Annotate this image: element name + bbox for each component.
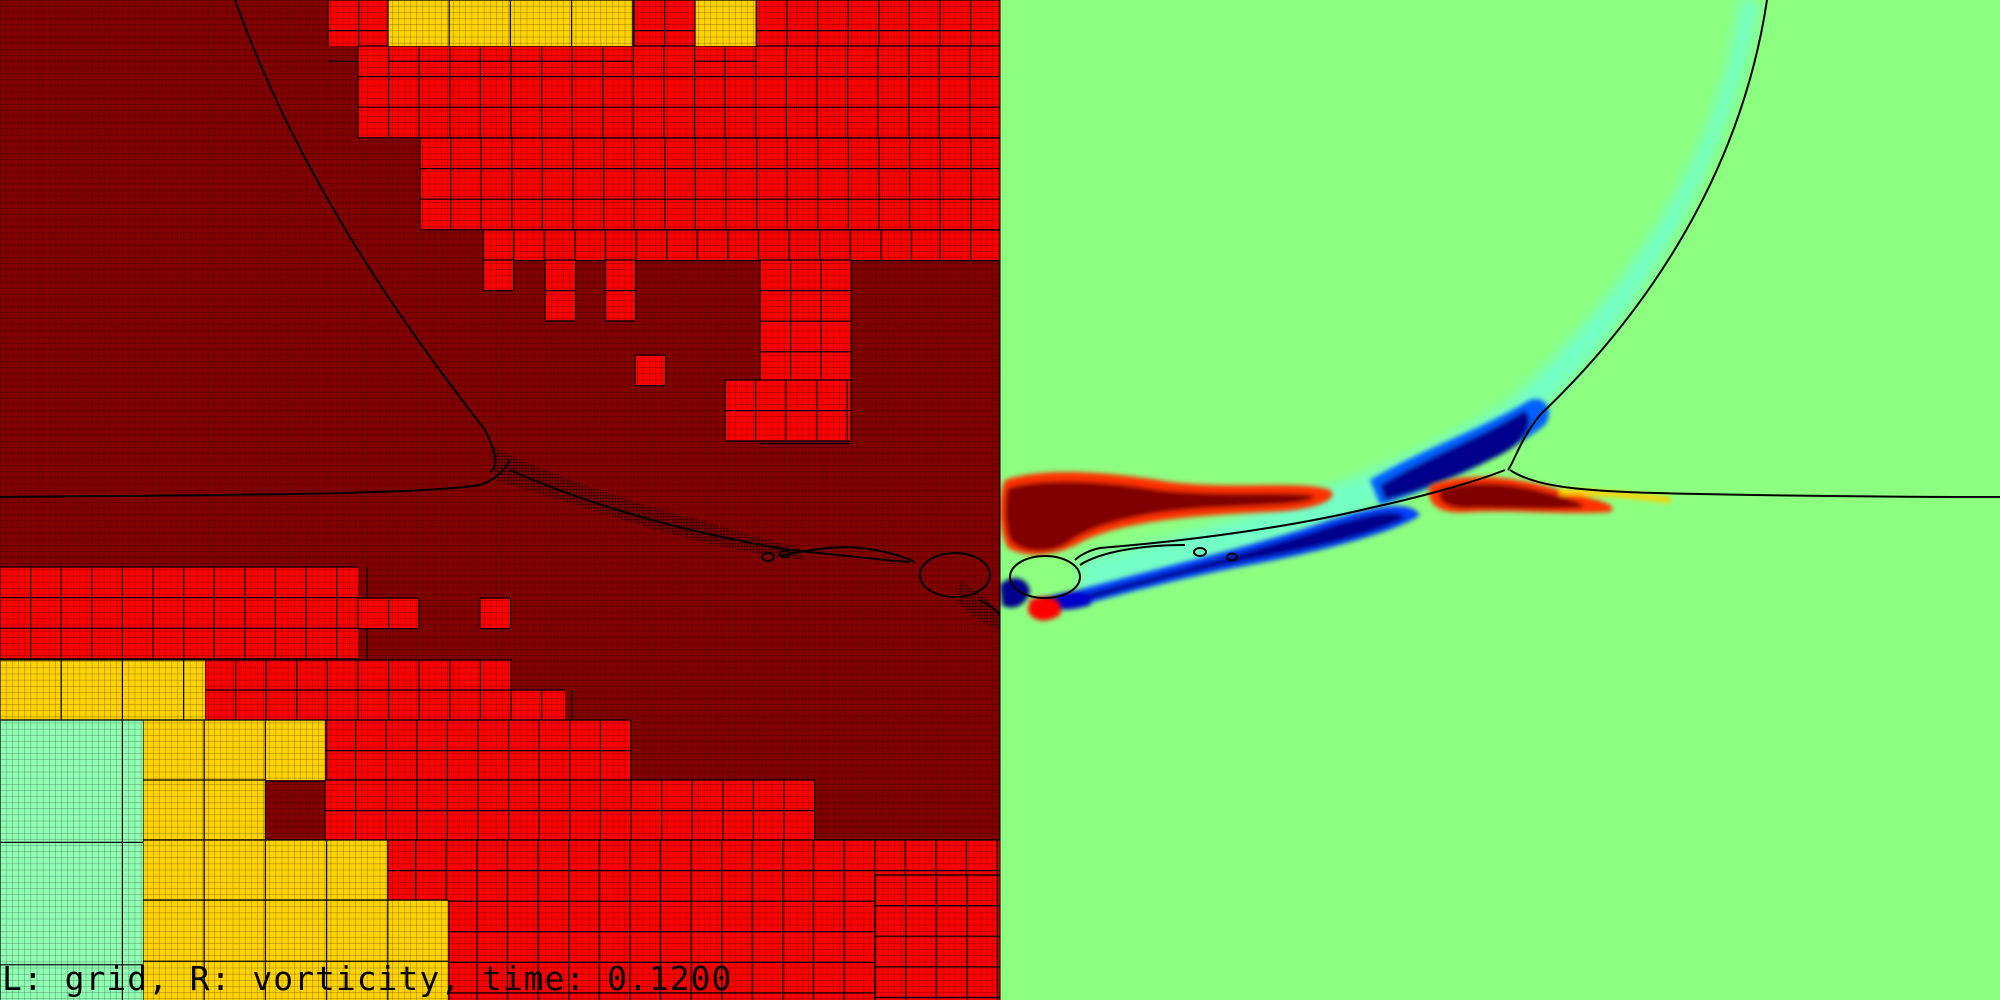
interface-curves-left <box>0 0 1000 616</box>
fine-grid-lines <box>0 0 1000 1000</box>
finest-refinement-band <box>490 445 805 560</box>
interface-curves-right <box>1009 0 2000 599</box>
vorticity-panel <box>1000 0 2000 1000</box>
caption-label: L: grid, R: vorticity, time: 0.1200 <box>0 958 732 1000</box>
caption-prefix: L: grid, R: vorticity, time: <box>2 959 608 998</box>
finest-refinement-tail <box>955 580 1000 630</box>
grid-panel <box>0 0 1000 1000</box>
time-value: 0.1200 <box>607 959 733 998</box>
positive-vorticity <box>1000 471 1671 621</box>
